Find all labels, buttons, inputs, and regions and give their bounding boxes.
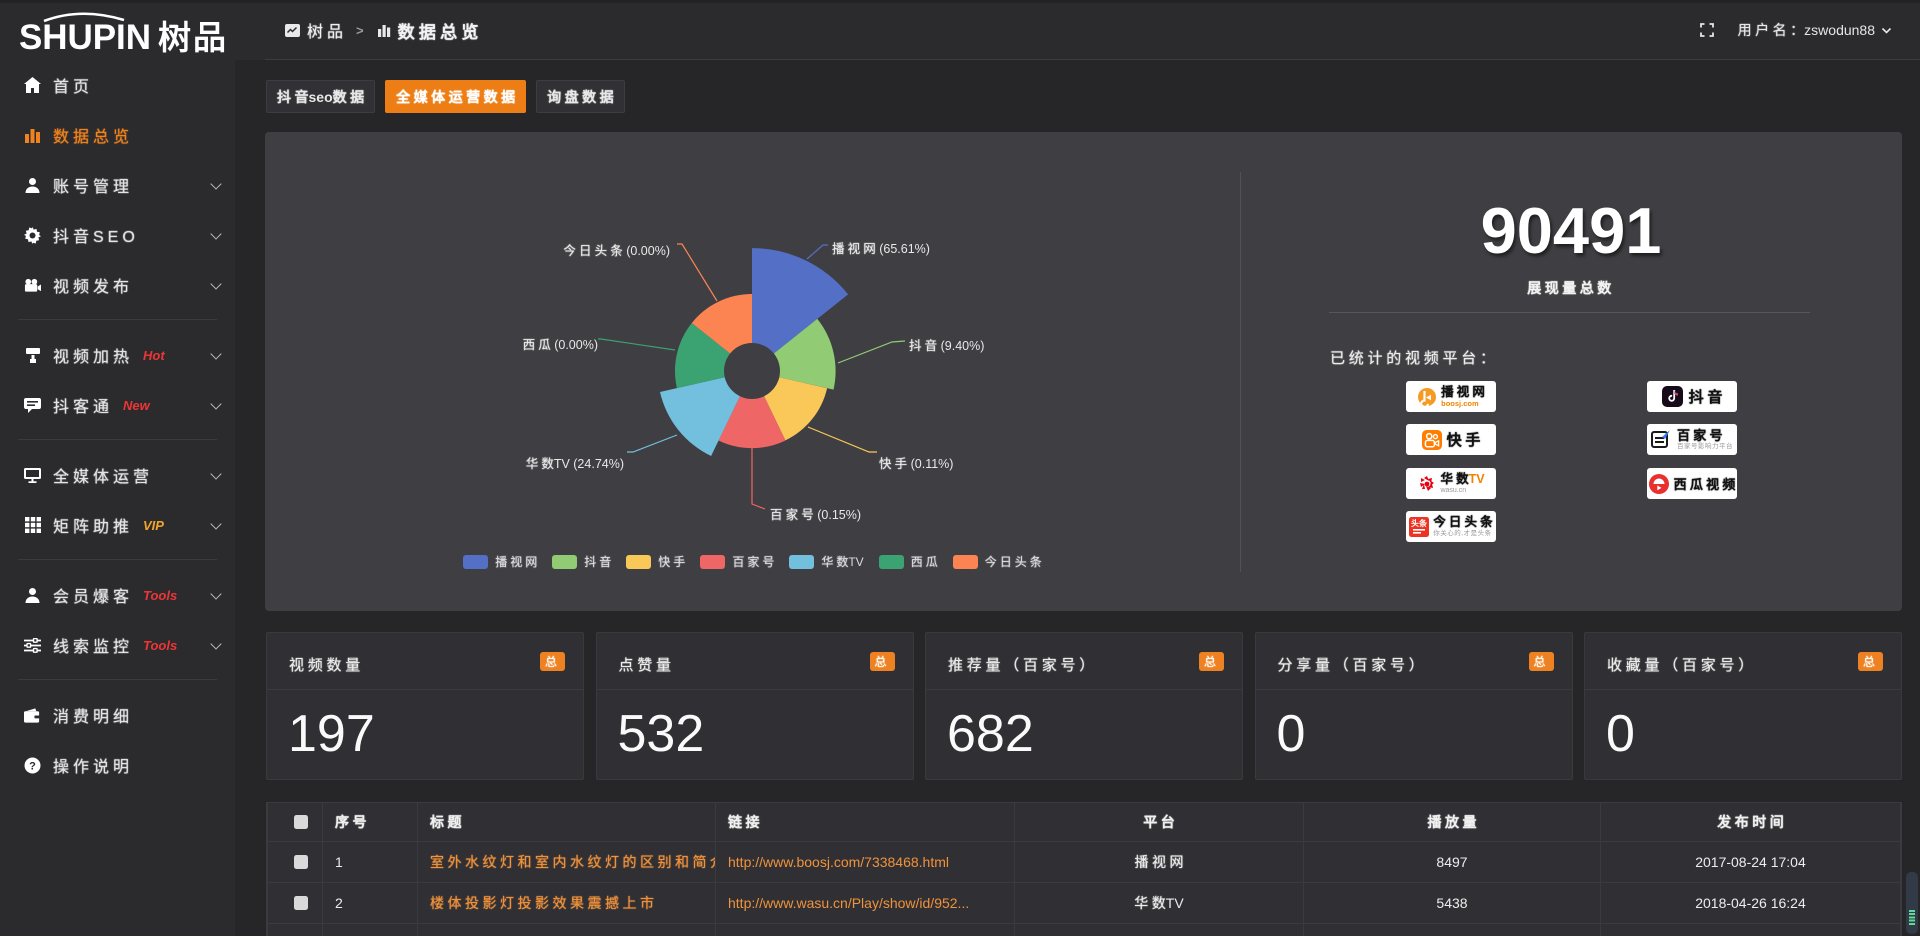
svg-text:树品: 树品	[158, 19, 226, 56]
svg-text:?: ?	[29, 760, 36, 772]
svg-text:SHUPIN: SHUPIN	[19, 18, 151, 57]
svg-text:头条: 头条	[1411, 518, 1428, 528]
